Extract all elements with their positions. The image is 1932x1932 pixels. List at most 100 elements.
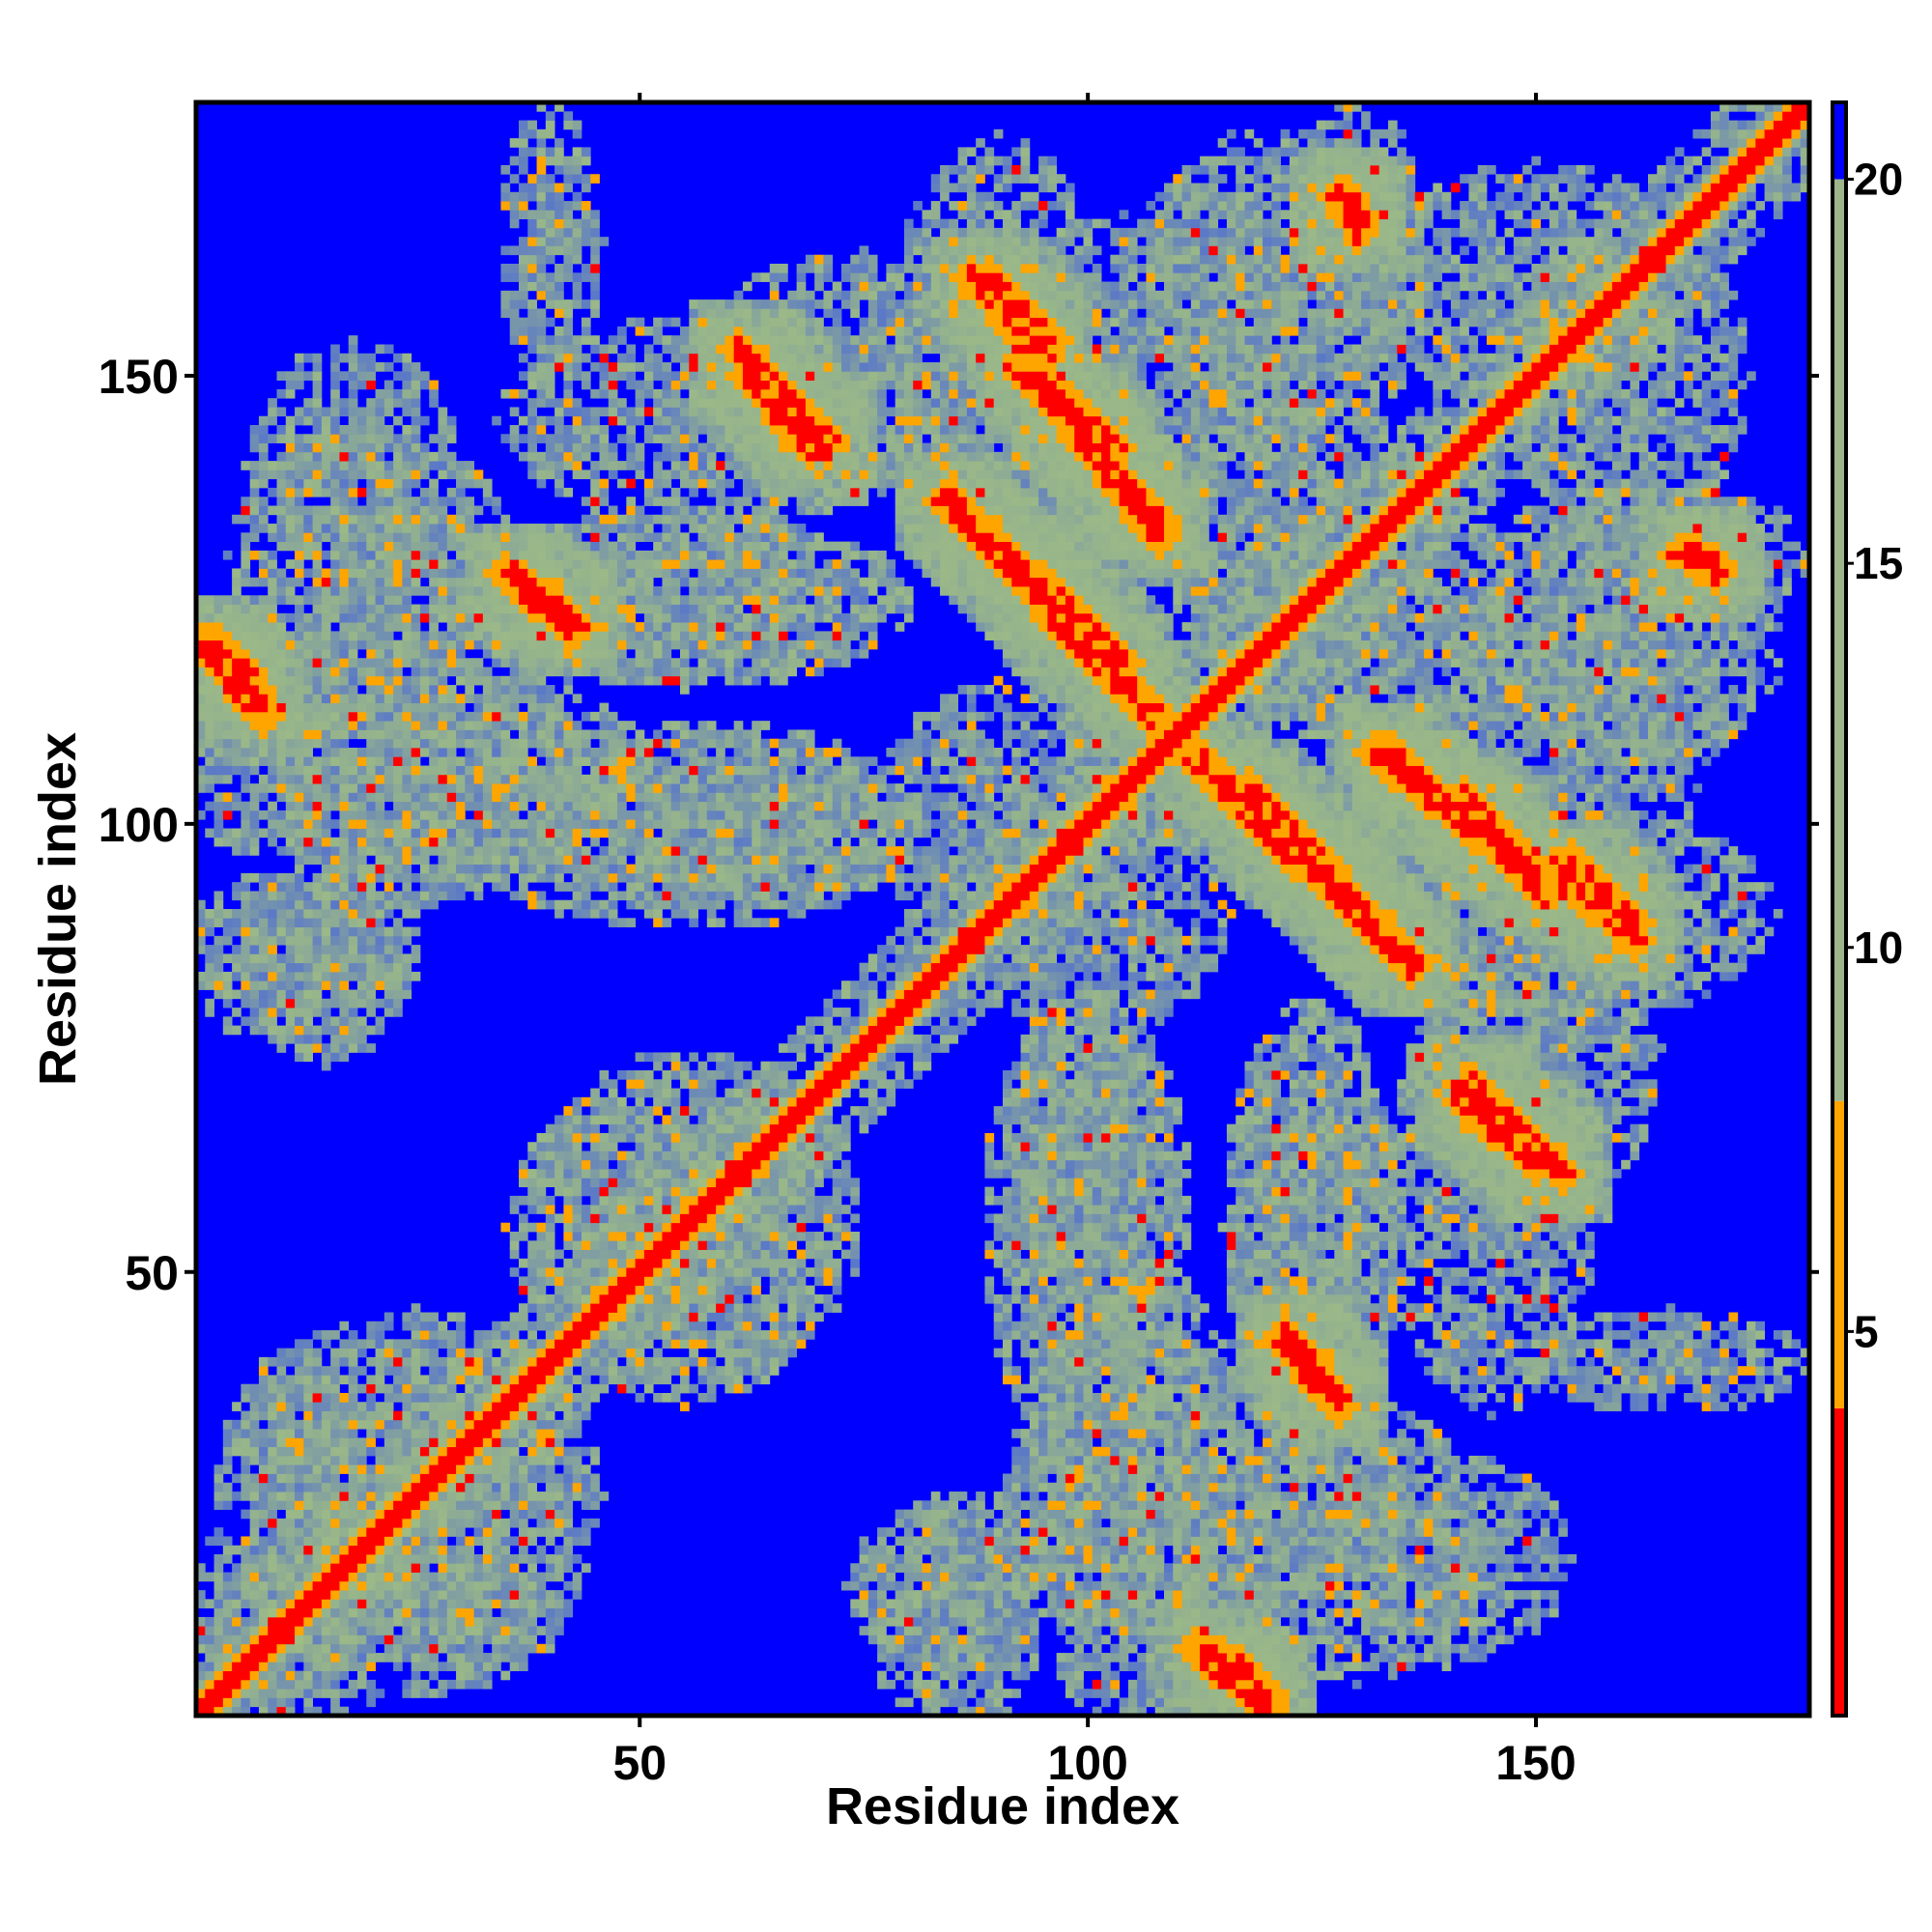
heatmap-cell: [348, 1607, 358, 1618]
heatmap-cell: [321, 953, 331, 964]
heatmap-cell: [348, 604, 358, 614]
heatmap-cell: [402, 801, 412, 811]
heatmap-cell: [285, 962, 296, 973]
heatmap-cell: [268, 1482, 277, 1492]
heatmap-cell: [393, 1366, 403, 1376]
heatmap-cell: [339, 1580, 350, 1591]
heatmap-cell: [285, 1008, 296, 1017]
heatmap-cell: [446, 792, 457, 803]
heatmap-cell: [429, 388, 439, 399]
heatmap-cell: [500, 1653, 511, 1662]
heatmap-cell: [590, 272, 600, 282]
heatmap-cell: [456, 1572, 466, 1582]
heatmap-cell: [258, 1393, 269, 1403]
heatmap-cell: [429, 648, 439, 659]
heatmap-cell: [545, 685, 555, 695]
heatmap-cell: [419, 1563, 430, 1573]
heatmap-cell: [446, 1580, 457, 1591]
heatmap-cell: [626, 810, 637, 820]
heatmap-cell: [465, 1356, 475, 1367]
heatmap-cell: [465, 1393, 475, 1403]
heatmap-cell: [519, 550, 528, 560]
heatmap-cell: [456, 765, 466, 776]
heatmap-cell: [276, 1616, 287, 1627]
heatmap-cell: [438, 1473, 448, 1484]
heatmap-cell: [617, 792, 627, 803]
heatmap-cell: [339, 774, 350, 784]
heatmap-cell: [527, 1590, 537, 1600]
heatmap-cell: [608, 721, 618, 730]
heatmap-cell: [384, 1580, 394, 1591]
heatmap-cell: [536, 1232, 547, 1241]
heatmap-cell: [295, 559, 304, 569]
heatmap-cell: [519, 1195, 528, 1206]
heatmap-cell: [258, 1554, 269, 1564]
heatmap-cell: [599, 1267, 610, 1277]
heatmap-cell: [500, 801, 511, 811]
heatmap-cell: [249, 1670, 260, 1681]
heatmap-cell: [339, 1034, 350, 1044]
heatmap-cell: [519, 1178, 528, 1188]
heatmap-cell: [438, 1366, 448, 1376]
heatmap-cell: [482, 622, 493, 632]
heatmap-cell: [330, 648, 340, 659]
heatmap-cell: [626, 918, 637, 927]
heatmap-cell: [357, 1554, 367, 1564]
heatmap-cell: [384, 524, 394, 533]
heatmap-cell: [438, 694, 448, 704]
heatmap-cell: [339, 891, 350, 901]
heatmap-cell: [375, 1527, 385, 1537]
heatmap-cell: [608, 1151, 618, 1161]
heatmap-cell: [321, 926, 331, 937]
heatmap-cell: [527, 595, 537, 605]
heatmap-cell: [519, 147, 528, 157]
heatmap-cell: [554, 559, 564, 569]
heatmap-cell: [222, 721, 233, 730]
heatmap-cell: [635, 1159, 645, 1170]
heatmap-cell: [492, 1653, 501, 1662]
heatmap-cell: [249, 1492, 260, 1501]
heatmap-cell: [402, 550, 412, 560]
heatmap-cell: [635, 1195, 645, 1206]
heatmap-cell: [411, 1321, 421, 1331]
heatmap-cell: [554, 837, 564, 847]
heatmap-cell: [492, 1590, 501, 1600]
heatmap-cell: [635, 667, 645, 677]
heatmap-cell: [330, 909, 340, 919]
heatmap-cell: [456, 1492, 466, 1501]
heatmap-cell: [527, 434, 537, 443]
heatmap-cell: [285, 935, 296, 946]
heatmap-cell: [456, 1356, 466, 1367]
heatmap-cell: [339, 872, 350, 883]
heatmap-cell: [196, 935, 206, 946]
heatmap-cell: [285, 891, 296, 901]
heatmap-cell: [276, 980, 287, 990]
heatmap-cell: [554, 783, 564, 793]
heatmap-cell: [492, 559, 501, 569]
heatmap-cell: [241, 595, 251, 605]
heatmap-cell: [482, 774, 493, 784]
heatmap-cell: [411, 612, 421, 623]
heatmap-cell: [375, 612, 385, 623]
heatmap-cell: [554, 721, 564, 730]
heatmap-cell: [635, 828, 645, 838]
heatmap-cell: [249, 1563, 260, 1573]
heatmap-cell: [563, 1169, 574, 1179]
heatmap-cell: [599, 1169, 610, 1179]
heatmap-cell: [276, 711, 287, 722]
heatmap-cell: [357, 1607, 367, 1618]
heatmap-cell: [321, 648, 331, 659]
heatmap-cell: [276, 1518, 287, 1528]
heatmap-cell: [643, 577, 654, 587]
heatmap-cell: [303, 953, 314, 964]
heatmap-cell: [465, 694, 475, 704]
heatmap-cell: [581, 1393, 591, 1403]
heatmap-cell: [285, 524, 296, 533]
heatmap-cell: [509, 434, 520, 443]
heatmap-cell: [249, 1437, 260, 1448]
heatmap-cell: [411, 899, 421, 910]
heatmap-cell: [393, 864, 403, 874]
heatmap-cell: [402, 1312, 412, 1322]
heatmap-cell: [608, 568, 618, 579]
heatmap-cell: [411, 765, 421, 776]
